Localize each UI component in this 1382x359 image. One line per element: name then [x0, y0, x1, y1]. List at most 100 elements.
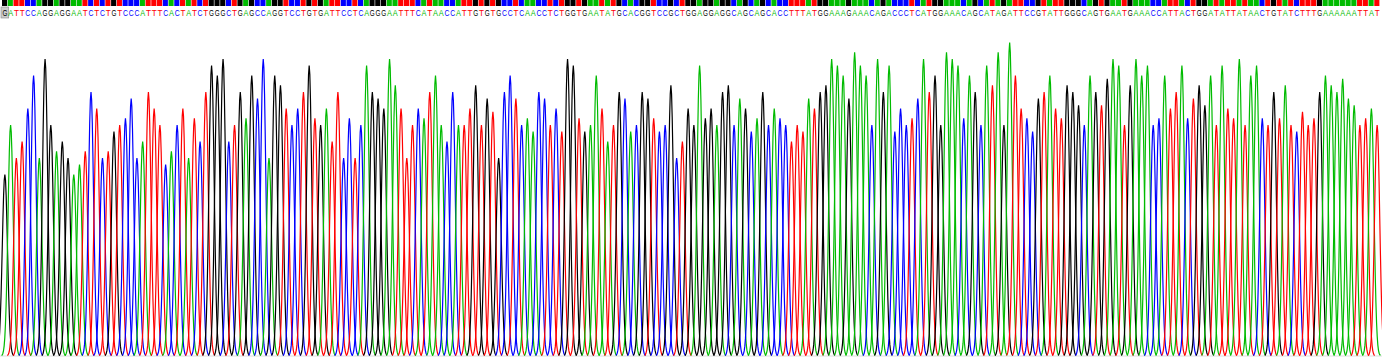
- base-letter: A: [387, 8, 392, 18]
- base-call-bar: [1219, 0, 1224, 6]
- base-call-bar: [232, 0, 237, 6]
- base-call-bar: [404, 0, 409, 6]
- base-letter: T: [1191, 8, 1196, 18]
- base-letter: T: [513, 8, 518, 18]
- base-letter: C: [31, 8, 36, 18]
- base-letter: A: [984, 8, 989, 18]
- base-call-bar: [278, 0, 283, 6]
- base-letter: A: [422, 8, 427, 18]
- base-letter: T: [467, 8, 472, 18]
- base-letter: C: [904, 8, 909, 18]
- base-letter: G: [111, 8, 116, 18]
- base-letter: A: [54, 8, 59, 18]
- base-call-bar: [955, 0, 960, 6]
- base-call-bar: [1173, 0, 1178, 6]
- base-call-bar: [415, 0, 420, 6]
- base-letter: C: [1185, 8, 1190, 18]
- base-call-bar: [898, 0, 903, 6]
- base-call-bar: [1116, 0, 1121, 6]
- base-letter: A: [169, 8, 174, 18]
- base-call-bar: [524, 0, 529, 6]
- base-letter: G: [973, 8, 978, 18]
- base-call-bar: [214, 0, 219, 6]
- base-letter: A: [852, 8, 857, 18]
- base-letter: G: [496, 8, 501, 18]
- base-call-bar: [1122, 0, 1127, 6]
- base-letter: A: [1116, 8, 1121, 18]
- base-letter: A: [531, 8, 536, 18]
- base-call-bar: [961, 0, 966, 6]
- base-letter: T: [192, 8, 197, 18]
- base-call-bar: [599, 0, 604, 6]
- base-call-bar: [335, 0, 340, 6]
- base-letter: T: [1363, 8, 1368, 18]
- base-letter: C: [198, 8, 203, 18]
- base-call-bar: [507, 0, 512, 6]
- base-letter: T: [301, 8, 306, 18]
- base-call-bar: [1305, 0, 1310, 6]
- base-call-bar: [892, 0, 897, 6]
- base-letter: C: [261, 8, 266, 18]
- base-letter: A: [1208, 8, 1213, 18]
- base-call-bar: [691, 0, 696, 6]
- base-call-bar: [1001, 0, 1006, 6]
- base-letter: T: [1168, 8, 1173, 18]
- base-call-bar: [806, 0, 811, 6]
- base-call-bar: [1271, 0, 1276, 6]
- base-call-bar: [387, 0, 392, 6]
- base-call-bar: [513, 0, 518, 6]
- base-call-bar: [1064, 0, 1069, 6]
- base-call-bar: [1047, 0, 1052, 6]
- base-call-bar: [151, 0, 156, 6]
- base-call-bar: [731, 0, 736, 6]
- base-letter: A: [1007, 8, 1012, 18]
- base-letter: A: [8, 8, 13, 18]
- base-letter: T: [157, 8, 162, 18]
- base-letter: A: [1134, 8, 1139, 18]
- base-letter: A: [628, 8, 633, 18]
- base-call-bar: [1018, 0, 1023, 6]
- base-call-bar: [306, 0, 311, 6]
- base-letter: A: [324, 8, 329, 18]
- base-letter: T: [20, 8, 25, 18]
- base-call-bar: [82, 0, 87, 6]
- base-call-bar: [938, 0, 943, 6]
- base-letter: G: [43, 8, 48, 18]
- base-letter: T: [180, 8, 185, 18]
- base-letter: C: [255, 8, 260, 18]
- base-letter: G: [1076, 8, 1081, 18]
- base-letter: A: [267, 8, 272, 18]
- base-call-bar: [450, 0, 455, 6]
- base-call-bar: [312, 0, 317, 6]
- base-letter: G: [881, 8, 886, 18]
- base-call-bar: [249, 0, 254, 6]
- base-letter: C: [347, 8, 352, 18]
- base-call-bar: [220, 0, 225, 6]
- base-letter: C: [226, 8, 231, 18]
- base-call-bar: [714, 0, 719, 6]
- base-call-bar: [978, 0, 983, 6]
- base-letter: A: [1139, 8, 1144, 18]
- base-letter: G: [1036, 8, 1041, 18]
- base-call-bar: [1093, 0, 1098, 6]
- base-call-bar: [289, 0, 294, 6]
- base-call-bar: [553, 0, 558, 6]
- base-call-bar: [1036, 0, 1041, 6]
- base-call-bar: [616, 0, 621, 6]
- base-call-bar: [398, 0, 403, 6]
- base-letter: T: [106, 8, 111, 18]
- base-call-bar: [697, 0, 702, 6]
- base-call-bar: [31, 0, 36, 6]
- base-letter: A: [1047, 8, 1052, 18]
- base-letter: C: [783, 8, 788, 18]
- base-letter: G: [1317, 8, 1322, 18]
- base-letter: C: [1030, 8, 1035, 18]
- base-call-bar: [903, 0, 908, 6]
- base-letter: T: [427, 8, 432, 18]
- base-call-bar: [473, 0, 478, 6]
- base-call-bar: [1179, 0, 1184, 6]
- base-letter: A: [1369, 8, 1374, 18]
- base-call-bar: [777, 0, 782, 6]
- base-letter: G: [278, 8, 283, 18]
- base-letter: A: [956, 8, 961, 18]
